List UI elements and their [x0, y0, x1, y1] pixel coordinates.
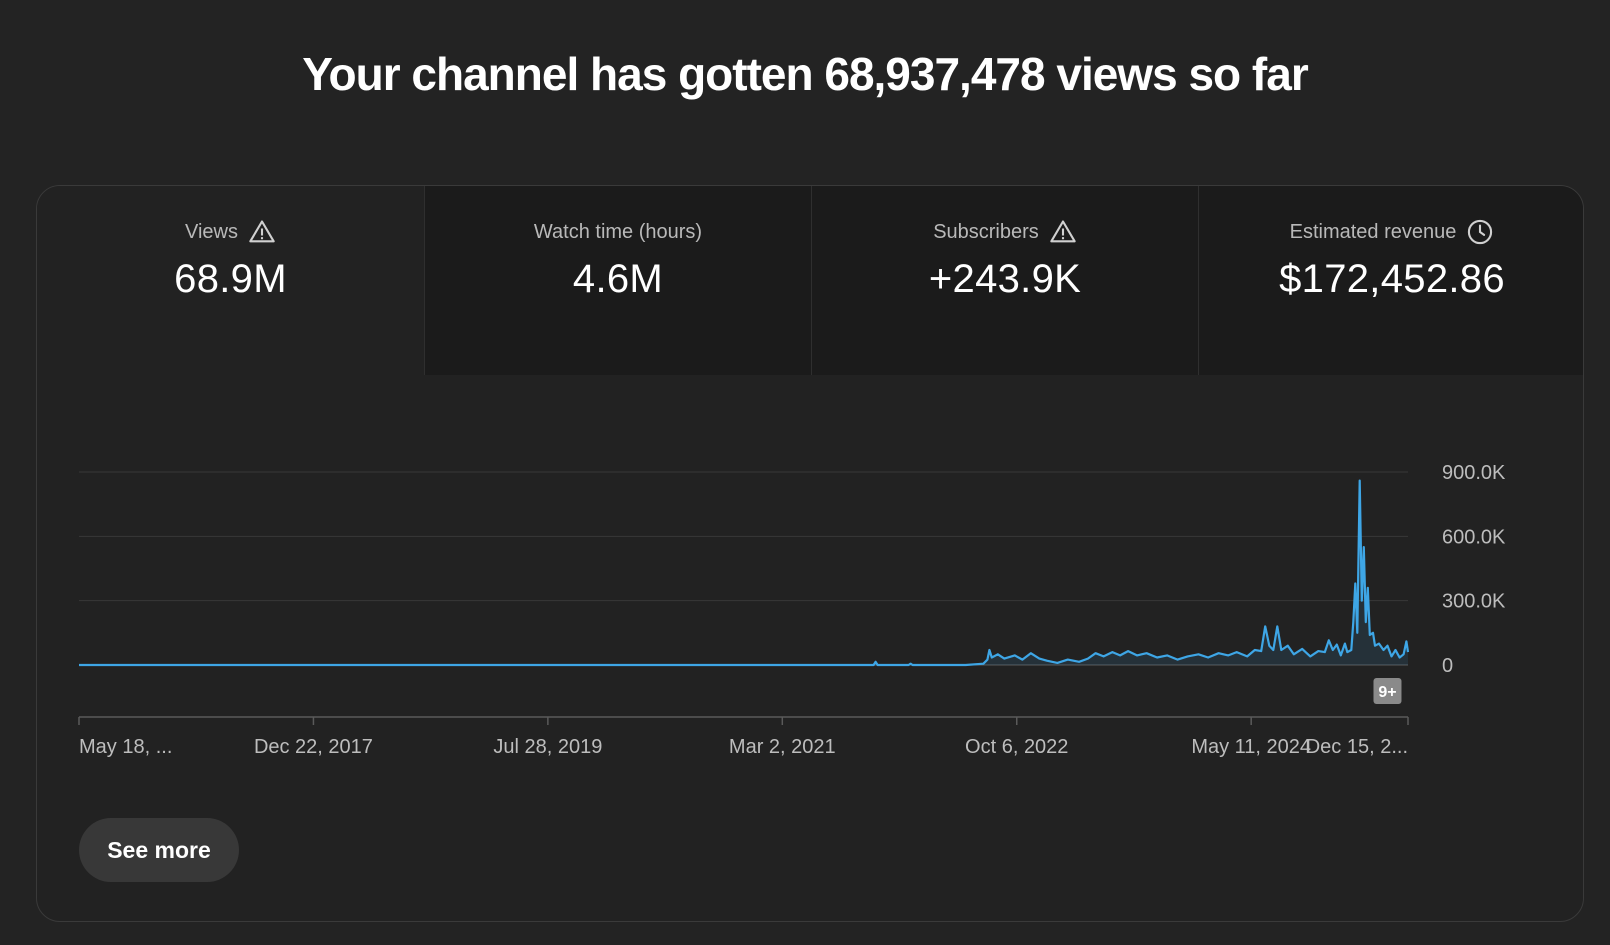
clock-icon: [1468, 219, 1493, 245]
x-tick-label: Oct 6, 2022: [965, 736, 1068, 758]
series-line: [79, 479, 1410, 667]
tab-estimated-revenue-value: $172,452.86: [1279, 257, 1505, 301]
tab-subscribers-label: Subscribers: [933, 220, 1039, 243]
x-tick-label: May 18, ...: [79, 736, 172, 758]
annotation-label: 9+: [1378, 684, 1396, 701]
y-tick-label: 300.0K: [1442, 591, 1506, 613]
y-tick-label: 900.0K: [1442, 462, 1506, 484]
tab-views[interactable]: Views 68.9M: [37, 186, 424, 375]
y-tick-label: 600.0K: [1442, 526, 1506, 548]
warning-icon: [1050, 220, 1076, 243]
y-tick-label: 0: [1442, 655, 1453, 677]
tab-views-label: Views: [185, 220, 238, 243]
tab-subscribers-value: +243.9K: [928, 257, 1082, 301]
x-tick-label: Dec 15, 2...: [1306, 736, 1408, 758]
see-more-button[interactable]: See more: [79, 818, 239, 882]
tab-estimated-revenue[interactable]: Estimated revenue $172,452.86: [1198, 186, 1583, 375]
x-tick-label: May 11, 2024: [1191, 736, 1311, 758]
tab-subscribers[interactable]: Subscribers +243.9K: [811, 186, 1198, 375]
tab-views-value: 68.9M: [174, 257, 287, 301]
x-tick-label: Mar 2, 2021: [729, 736, 836, 758]
tab-watch-time[interactable]: Watch time (hours) 4.6M: [424, 186, 811, 375]
x-tick-label: Dec 22, 2017: [254, 736, 373, 758]
tab-watch-time-label: Watch time (hours): [533, 220, 703, 243]
analytics-card: Views 68.9M Watch time (hours) 4.6M Subs…: [36, 185, 1584, 922]
annotation-badge: [1373, 678, 1402, 704]
page-title: Your channel has gotten 68,937,478 views…: [302, 48, 1308, 100]
warning-icon: [249, 220, 275, 243]
tab-estimated-revenue-label: Estimated revenue: [1289, 220, 1457, 243]
tab-watch-time-value: 4.6M: [572, 257, 664, 301]
x-tick-label: Jul 28, 2019: [493, 736, 602, 758]
metric-tabs: Views 68.9M Watch time (hours) 4.6M Subs…: [37, 186, 1583, 375]
series-area: [79, 480, 1408, 665]
